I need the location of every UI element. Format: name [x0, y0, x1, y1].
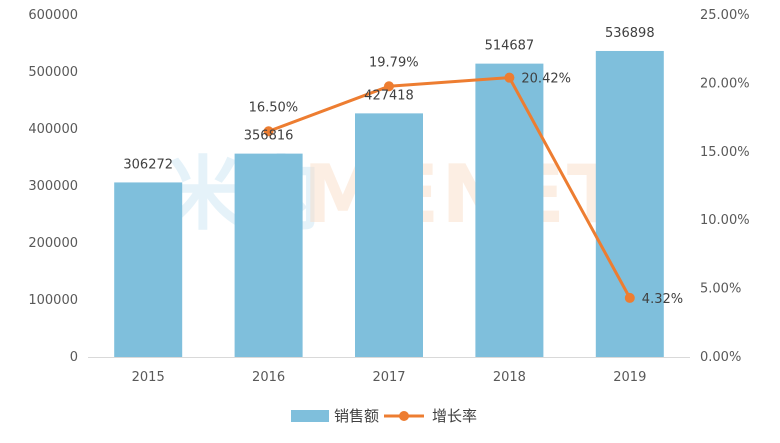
x-tick-label: 2016: [252, 370, 285, 385]
left-tick-label: 0: [70, 350, 78, 365]
growth-point-2019: [624, 292, 635, 303]
line-data-labels: 16.50% 19.79% 20.42% 4.32%: [249, 55, 684, 307]
bar-label-2019: 536898: [605, 26, 655, 41]
growth-line: [268, 76, 632, 299]
right-tick-label: 0.00%: [700, 350, 741, 365]
bar-series-sales: [114, 50, 664, 358]
growth-point-2017: [384, 81, 394, 92]
x-tick-label: 2017: [372, 370, 405, 385]
bar-label-2018: 514687: [485, 39, 535, 54]
growth-point-2016: [263, 126, 274, 137]
legend-label-growth: 增长率: [432, 407, 477, 425]
line-series-growth: [263, 72, 635, 303]
right-tick-label: 15.00%: [700, 145, 750, 160]
left-tick-label: 300000: [28, 179, 78, 194]
bar-2015: [114, 182, 183, 357]
right-tick-label: 20.00%: [700, 76, 750, 91]
watermark-en: MENET: [303, 148, 623, 241]
x-tick-label: 2019: [613, 370, 646, 385]
bar-2017: [355, 113, 423, 358]
bar-data-labels: 306272 356816 427418 514687 536898: [123, 26, 654, 172]
bar-label-2015: 306272: [123, 157, 173, 172]
legend-swatch-sales: [291, 410, 329, 422]
bar-2016: [234, 153, 303, 357]
bar-label-2016: 356816: [244, 129, 294, 144]
bar-label-2017: 427418: [364, 88, 414, 103]
growth-point-2018: [504, 72, 515, 83]
left-tick-label: 600000: [28, 8, 78, 23]
growth-label-2018: 20.42%: [521, 72, 571, 87]
legend: 销售额 增长率: [291, 407, 477, 425]
bar-2018: [475, 63, 544, 357]
left-tick-label: 400000: [28, 122, 78, 137]
x-axis-ticks: 2015 2016 2017 2018 2019: [132, 370, 647, 385]
right-tick-label: 10.00%: [700, 213, 750, 228]
bar-2019: [595, 50, 664, 357]
legend-swatch-growth-marker: [399, 411, 409, 421]
growth-label-2019: 4.32%: [642, 292, 683, 307]
growth-label-2017: 19.79%: [369, 55, 419, 70]
right-tick-label: 5.00%: [700, 282, 741, 297]
x-tick-label: 2018: [493, 370, 526, 385]
left-tick-label: 500000: [28, 65, 78, 80]
growth-label-2016: 16.50%: [249, 100, 299, 115]
left-tick-label: 200000: [28, 236, 78, 251]
left-axis-ticks: 0 100000 200000 300000 400000 500000 600000: [28, 8, 78, 365]
legend-label-sales: 销售额: [334, 407, 379, 425]
x-tick-label: 2015: [132, 370, 165, 385]
right-tick-label: 25.00%: [700, 8, 750, 23]
right-axis-ticks: 0.00% 5.00% 10.00% 15.00% 20.00% 25.00%: [700, 8, 750, 365]
left-tick-label: 100000: [28, 293, 78, 308]
